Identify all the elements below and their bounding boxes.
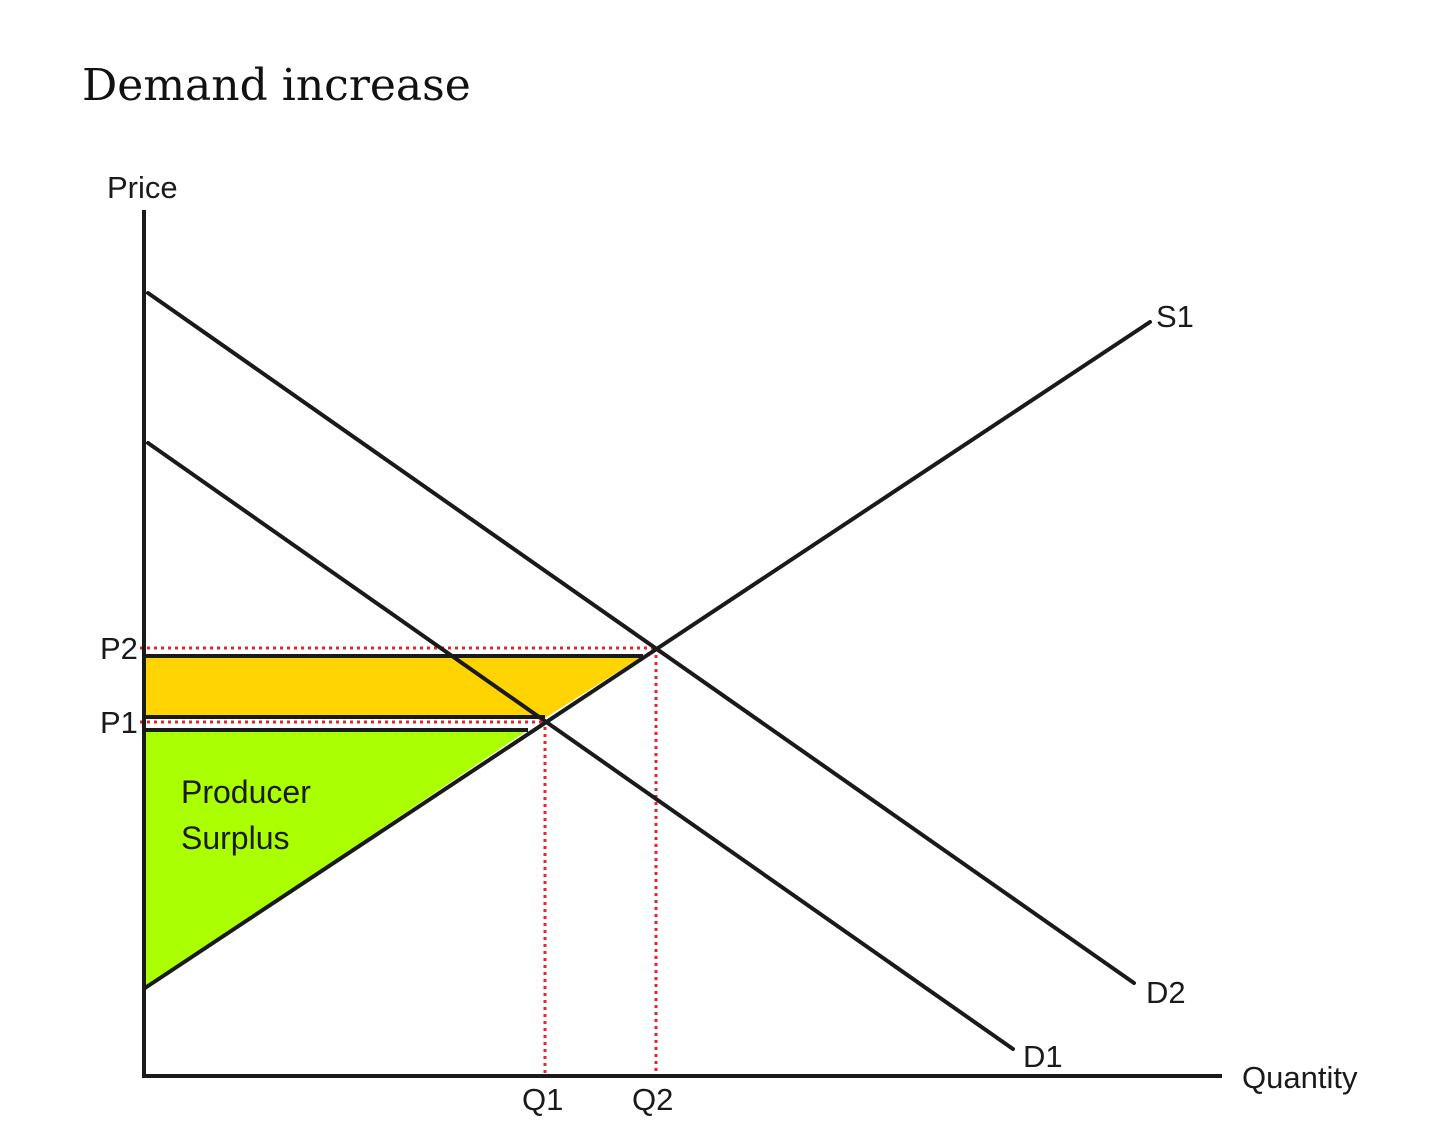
p1-label: P1 (100, 705, 138, 740)
demand-d1-label: D1 (1023, 1039, 1063, 1074)
demand-curve-d1 (146, 441, 1015, 1051)
supply-curve-s1 (143, 320, 1152, 990)
producer-surplus-label-line1: Producer (181, 774, 311, 810)
producer-surplus-label-line2: Surplus (181, 820, 290, 856)
q1-label: Q1 (522, 1082, 563, 1117)
diagram-title: Demand increase (82, 60, 471, 111)
p2-label: P2 (100, 631, 138, 666)
q2-label: Q2 (632, 1082, 673, 1117)
quantity-axis-label: Quantity (1242, 1060, 1358, 1095)
price-axis-label: Price (107, 170, 178, 205)
demand-curve-d2 (146, 291, 1136, 985)
demand-d2-label: D2 (1146, 975, 1186, 1010)
supply-curve-label: S1 (1156, 299, 1194, 334)
